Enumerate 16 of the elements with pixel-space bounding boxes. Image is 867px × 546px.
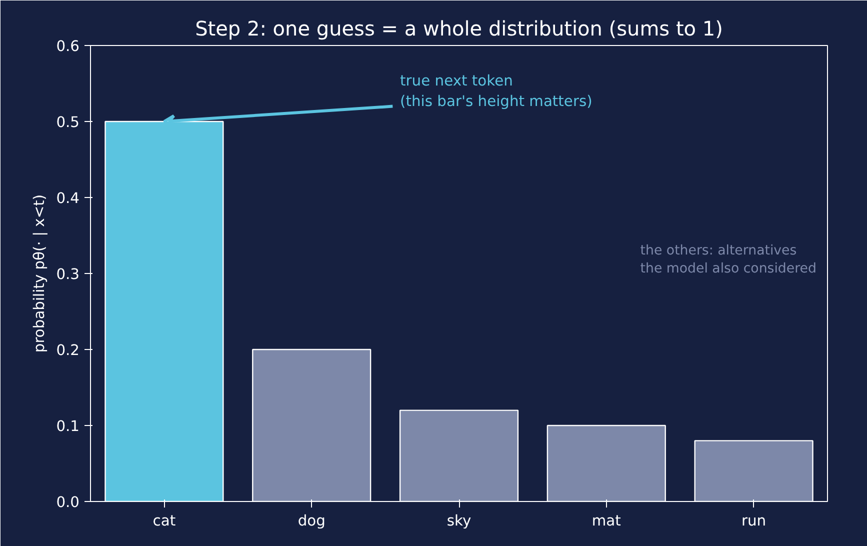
x-tick-label: mat xyxy=(592,512,622,530)
y-tick-label: 0.0 xyxy=(56,494,80,511)
annotation: the others: alternatives the model also considered xyxy=(640,243,816,276)
x-tick-label: dog xyxy=(298,512,326,530)
y-tick-label: 0.5 xyxy=(56,114,80,131)
y-tick-label: 0.1 xyxy=(56,418,80,435)
y-tick-label: 0.6 xyxy=(56,38,80,55)
y-axis-title: probability pθ(· | x<t) xyxy=(31,194,48,353)
chart-title: Step 2: one guess = a whole distribution (sums to 1) xyxy=(195,16,723,40)
y-tick-label: 0.4 xyxy=(56,190,80,207)
x-tick-label: sky xyxy=(446,512,472,530)
annotation: true next token (this bar's height matters) xyxy=(400,72,592,110)
y-tick-label: 0.3 xyxy=(56,266,80,283)
x-tick-label: run xyxy=(742,512,766,530)
x-tick-label: cat xyxy=(152,512,176,530)
y-tick-label: 0.2 xyxy=(56,342,80,359)
